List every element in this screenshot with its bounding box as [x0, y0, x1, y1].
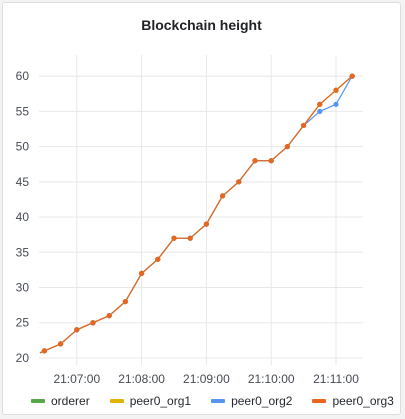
data-point-peer0_org3	[187, 235, 193, 241]
data-point-peer0_org3	[171, 235, 177, 241]
y-axis: 20 25 30 35 40 45 50 55 60	[16, 69, 30, 365]
x-tick-label: 21:08:00	[118, 372, 165, 386]
data-point-peer0_org3	[220, 193, 226, 199]
chart-title: Blockchain height	[141, 17, 262, 33]
data-point-peer0_org3	[252, 158, 258, 164]
legend-item-peer0_org3[interactable]: peer0_org3	[312, 394, 394, 408]
legend-label: peer0_org2	[231, 394, 293, 408]
legend-label: orderer	[51, 394, 90, 408]
series-line-peer0_org2	[39, 75, 353, 354]
y-tick-label: 50	[16, 140, 30, 154]
data-point-peer0_org3	[139, 270, 145, 277]
data-point-peer0_org3	[317, 101, 323, 107]
legend-label: peer0_org3	[332, 394, 394, 408]
data-point-peer0_org3	[203, 221, 209, 227]
data-point-peer0_org2	[333, 101, 339, 107]
x-tick-label: 21:09:00	[183, 372, 230, 386]
data-point-peer0_org3	[74, 327, 80, 333]
y-tick-label: 55	[16, 104, 30, 118]
data-point-peer0_org3	[236, 179, 242, 185]
y-tick-label: 40	[16, 210, 30, 224]
series-line-peer0_org1	[39, 75, 353, 354]
data-point-peer0_org3	[349, 73, 355, 79]
x-tick-label: 21:10:00	[248, 372, 295, 386]
data-point-peer0_org2	[317, 108, 323, 114]
chart-panel: Blockchain height 20 25 30 35 40 45 50 55 60 21:…	[2, 2, 401, 415]
x-axis: 21:07:00 21:08:00 21:09:00 21:10:00 21:11:00	[53, 372, 359, 386]
chart-plot: 20 25 30 35 40 45 50 55 60 21:07:00 21:08:00 21:09…	[16, 55, 363, 386]
legend-item-peer0_org1[interactable]: peer0_org1	[109, 394, 192, 408]
legend-swatch	[312, 399, 327, 403]
y-tick-label: 35	[16, 245, 30, 259]
y-tick-label: 45	[16, 175, 30, 189]
data-point-peer0_org3	[58, 341, 64, 347]
data-point-peer0_org3	[122, 298, 128, 305]
data-point-peer0_org3	[155, 256, 161, 262]
data-point-peer0_org3	[90, 320, 96, 326]
data-point-peer0_org3	[106, 313, 112, 319]
x-tick-label: 21:11:00	[313, 372, 359, 386]
data-point-peer0_org3	[333, 87, 339, 93]
series-line-orderer	[39, 75, 353, 354]
y-tick-label: 25	[16, 316, 30, 330]
data-point-peer0_org3	[268, 158, 274, 164]
y-tick-label: 30	[16, 281, 30, 295]
y-tick-label: 20	[16, 351, 30, 365]
series-line-peer0_org3	[39, 75, 353, 354]
legend-item-peer0_org2[interactable]: peer0_org2	[211, 394, 292, 408]
y-tick-label: 60	[16, 69, 30, 83]
legend-swatch	[31, 399, 45, 403]
series-lines	[39, 75, 353, 354]
legend-item-orderer[interactable]: orderer	[31, 394, 90, 408]
data-point-peer0_org3	[41, 348, 48, 354]
series-points	[41, 73, 355, 354]
legend-swatch	[211, 399, 226, 403]
grid-lines	[39, 55, 363, 365]
legend: orderer peer0_org1 peer0_org2 peer0_org3	[31, 394, 394, 408]
legend-swatch	[109, 399, 124, 403]
data-point-peer0_org3	[284, 143, 290, 150]
x-tick-label: 21:07:00	[53, 372, 100, 386]
legend-label: peer0_org1	[129, 394, 192, 408]
data-point-peer0_org3	[301, 122, 307, 129]
